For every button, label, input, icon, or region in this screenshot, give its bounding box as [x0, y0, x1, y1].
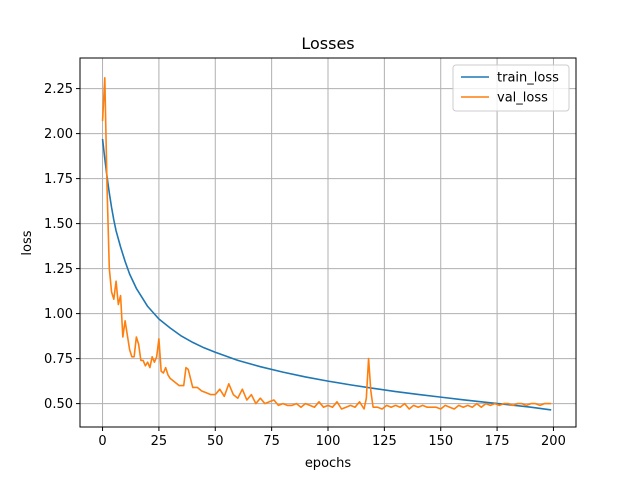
y-tick-label: 1.50 [44, 217, 73, 232]
x-axis-label: epochs [305, 456, 352, 471]
chart-title: Losses [301, 34, 354, 53]
y-tick-label: 0.50 [44, 397, 73, 412]
x-tick-label: 200 [541, 434, 566, 449]
y-tick-label: 0.75 [44, 352, 73, 367]
legend-label-train-loss: train_loss [497, 71, 559, 86]
legend-label-val-loss: val_loss [497, 91, 548, 106]
x-tick-label: 175 [485, 434, 510, 449]
y-axis-label: loss [20, 230, 35, 255]
y-tick-label: 1.25 [44, 262, 73, 277]
x-tick-label: 125 [372, 434, 397, 449]
x-tick-label: 50 [207, 434, 224, 449]
y-axis: 0.50 0.75 1.00 1.25 1.50 1.75 2.00 2.25 [44, 82, 80, 412]
x-tick-label: 150 [428, 434, 453, 449]
x-tick-label: 75 [263, 434, 280, 449]
y-tick-label: 1.75 [44, 172, 73, 187]
series-lines [101, 77, 552, 411]
x-tick-label: 25 [151, 434, 168, 449]
series-line-val-loss [101, 77, 552, 410]
x-tick-label: 0 [98, 434, 106, 449]
x-tick-label: 100 [316, 434, 341, 449]
y-tick-label: 2.00 [44, 127, 73, 142]
y-tick-label: 1.00 [44, 307, 73, 322]
x-axis: 0 25 50 75 100 125 150 175 200 [98, 427, 566, 449]
y-tick-label: 2.25 [44, 82, 73, 97]
legend: train_loss val_loss [452, 64, 570, 112]
series-line-train-loss [101, 138, 552, 411]
